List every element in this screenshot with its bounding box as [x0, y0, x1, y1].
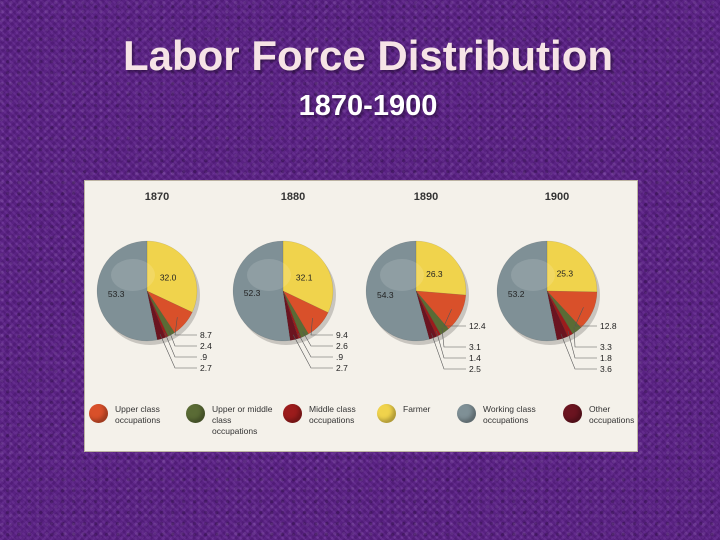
pie-slice-farmer: [282, 240, 334, 313]
legend-swatch-farmer: [377, 404, 396, 423]
legend-item-working-class: Working class occupations: [455, 401, 545, 447]
pie-value-label: 53.2: [508, 289, 525, 299]
pie-slice-working-class: [365, 240, 430, 342]
pie-year-label: 1880: [281, 191, 305, 203]
legend-swatch-upper-middle: [186, 404, 205, 423]
pie-value-label: .9: [200, 352, 207, 362]
pie-slice-upper-class: [415, 290, 467, 330]
pie-value-label: 53.3: [108, 289, 125, 299]
pie-slice-farmer: [146, 240, 198, 313]
pie-value-label: .9: [336, 352, 343, 362]
pie-slice-upper-middle: [146, 290, 175, 337]
pie-value-label: 1.4: [469, 353, 481, 363]
pie-leader-line: [297, 333, 333, 358]
pie-leader-line: [164, 332, 197, 358]
legend-item-middle-class: Middle class occupations: [281, 401, 371, 447]
legend-item-upper-middle: Upper or middle class occupations: [184, 401, 274, 447]
pie-charts: 187053.332.08.72.4.92.7188052.332.19.42.…: [96, 191, 617, 374]
pie-year-label: 1890: [414, 191, 438, 203]
pie-leader-line: [310, 317, 333, 336]
pie-value-label: 2.4: [200, 341, 212, 351]
pie-slice-middle-class: [415, 290, 441, 337]
legend-swatch-upper-class: [89, 404, 108, 423]
pie-value-label: 2.7: [336, 363, 348, 373]
pie-value-label: 2.7: [200, 363, 212, 373]
pie-slice-middle-class: [546, 290, 574, 337]
pie-value-label: 3.6: [600, 364, 612, 374]
pie-value-label: 9.4: [336, 330, 348, 340]
pie-value-label: 12.8: [600, 321, 617, 331]
pie-leader-line: [560, 333, 597, 370]
pie-value-label: 8.7: [200, 330, 212, 340]
pie-highlight: [247, 259, 291, 291]
pie-value-label: 54.3: [377, 290, 394, 300]
pie-slice-upper-middle: [415, 290, 449, 335]
pie-value-label: 2.5: [469, 364, 481, 374]
pie-leader-line: [168, 330, 197, 347]
pie-value-label: 3.1: [469, 342, 481, 352]
pie-slice-other: [146, 290, 166, 341]
pie-value-label: 12.4: [469, 321, 486, 331]
chart-panel: 1870 53.3 32.0 8.7 2.4.9 2.7 1880 52.3 32.1 9.4 2.…: [84, 180, 638, 452]
pie-leader-line: [159, 333, 197, 369]
pie-value-label: 52.3: [244, 288, 261, 298]
pie-slice-farmer: [546, 240, 598, 293]
pie-value-label: 3.3: [600, 342, 612, 352]
legend-label: Upper class occupations: [115, 404, 161, 425]
pie-leader-line: [292, 334, 333, 369]
pie-leader-line: [573, 326, 597, 348]
legend-label: Working class occupations: [483, 404, 536, 425]
pie-slice-upper-class: [282, 290, 329, 335]
pie-highlight: [380, 259, 424, 291]
pie-leader-line: [443, 309, 466, 327]
pie-value-label: 1.8: [600, 353, 612, 363]
pie-slice-working-class: [496, 240, 558, 342]
pie-slice-upper-class: [146, 290, 193, 334]
pie-leader-line: [436, 331, 466, 359]
pie-value-label: 2.6: [336, 341, 348, 351]
pie-value-label: 25.3: [557, 268, 574, 278]
legend-item-upper-class: Upper class occupations: [87, 401, 177, 447]
pie-slice-farmer: [415, 240, 467, 296]
pie-highlight: [511, 259, 555, 291]
pie-slice-working-class: [232, 240, 291, 342]
pie-year-label: 1870: [145, 191, 169, 203]
legend-label: Farmer: [403, 404, 431, 414]
pie-slice-upper-class: [546, 290, 598, 329]
pie-slice-other: [282, 290, 299, 341]
pie-leader-line: [174, 317, 197, 336]
legend-label: Other occupations: [589, 404, 635, 425]
pie-value-label: 32.0: [160, 273, 177, 283]
pie-leader-line: [441, 327, 466, 348]
legend-item-farmer: Farmer: [375, 401, 465, 447]
pie-leader-line: [567, 330, 597, 359]
legend: Upper class occupations Upper or middle …: [85, 401, 637, 451]
legend-label: Middle class occupations: [309, 404, 356, 425]
pie-leader-line: [302, 331, 333, 347]
slide-subtitle: 1870-1900: [298, 90, 438, 122]
legend-swatch-other: [563, 404, 582, 423]
pie-value-label: 26.3: [426, 269, 443, 279]
pie-highlight: [111, 259, 155, 291]
legend-swatch-working-class: [457, 404, 476, 423]
pie-slice-upper-middle: [546, 290, 582, 335]
legend-swatch-middle-class: [283, 404, 302, 423]
pie-slice-other: [546, 290, 569, 341]
legend-item-other: Other occupations: [561, 401, 651, 447]
pie-slice-middle-class: [282, 290, 302, 339]
pie-leader-line: [574, 307, 597, 327]
slide-title: Labor Force Distribution: [122, 32, 613, 79]
pie-value-label: 32.1: [296, 273, 313, 283]
pie-slice-working-class: [96, 240, 158, 342]
pie-leader-line: [431, 333, 466, 370]
pie-slice-upper-middle: [282, 290, 309, 338]
pie-year-label: 1900: [545, 191, 569, 203]
legend-label: Upper or middle class occupations: [212, 404, 273, 436]
